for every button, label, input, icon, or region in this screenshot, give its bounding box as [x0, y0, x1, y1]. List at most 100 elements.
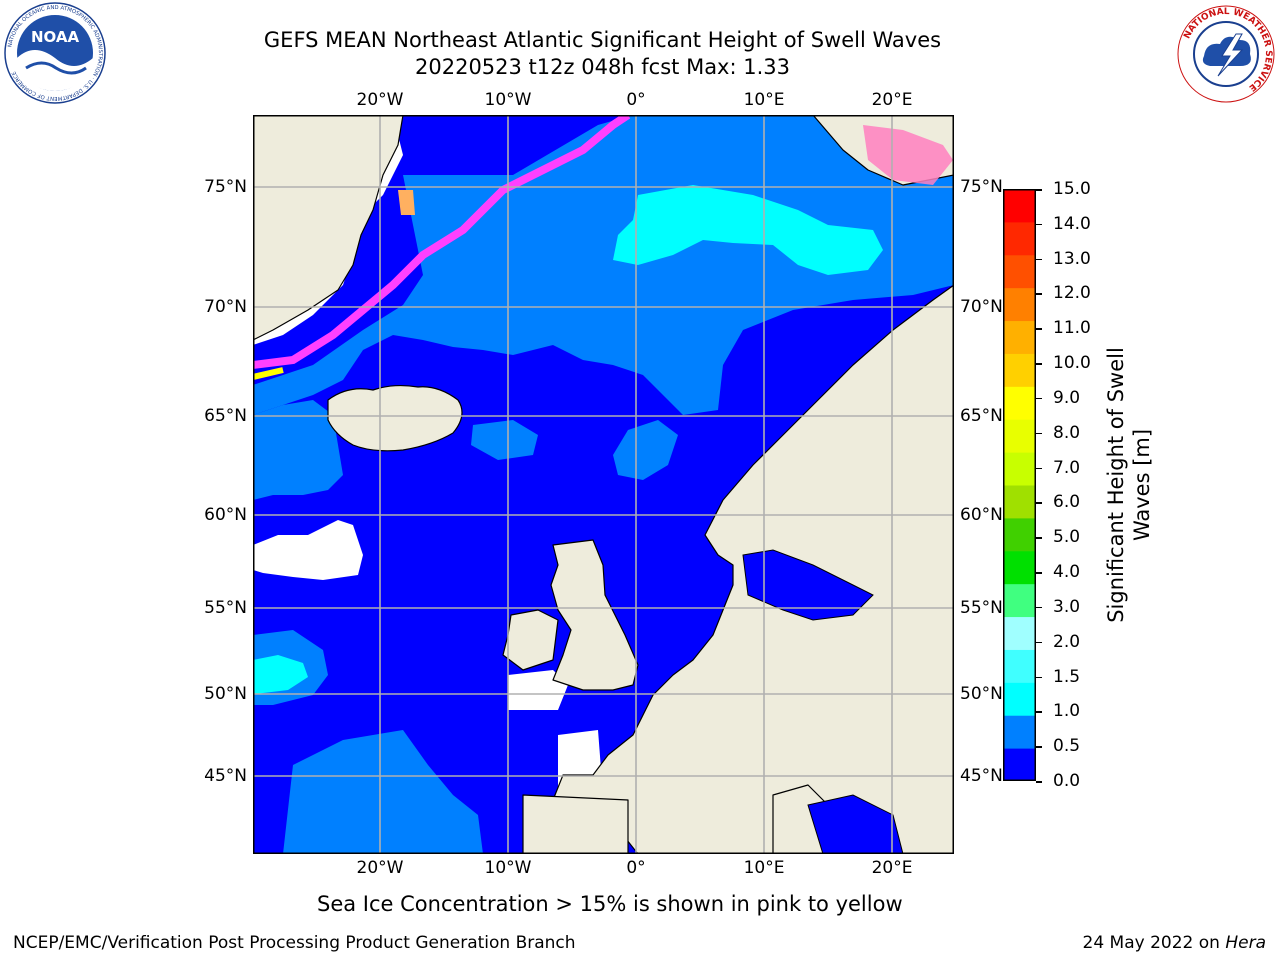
- colorbar-tick-mark: [1036, 363, 1042, 365]
- footer-date-text: 24 May 2022 on: [1082, 933, 1226, 953]
- colorbar-tick: 0.0: [1053, 771, 1081, 791]
- graticule: [253, 115, 954, 854]
- land-iberia: [522, 794, 629, 854]
- colorbar-tick-mark: [1036, 502, 1042, 504]
- ocean-high-west: [253, 655, 308, 695]
- colorbar-band: [1003, 386, 1036, 420]
- ocean-baltic: [742, 549, 874, 621]
- sea-ice-patch: [398, 190, 415, 215]
- lat-tick-right: 55°N: [960, 598, 1003, 618]
- nws-logo: NATIONAL WEATHER SERVICE: [1176, 4, 1276, 104]
- lat-tick-right: 65°N: [960, 406, 1003, 426]
- lon-tick-bottom: 20°W: [356, 858, 404, 878]
- lat-tick-right: 60°N: [960, 505, 1003, 525]
- svg-text:NOAA: NOAA: [31, 28, 80, 46]
- land-iceland: [327, 384, 463, 452]
- colorbar-tick: 10.0: [1053, 353, 1091, 374]
- map-frame: [253, 115, 954, 854]
- colorbar-band: [1003, 583, 1036, 618]
- colorbar-tick: 14.0: [1053, 213, 1091, 234]
- colorbar-tick: 15.0: [1053, 179, 1091, 199]
- colorbar-band: [1003, 452, 1036, 486]
- colorbar-tick: 1.5: [1053, 666, 1081, 687]
- colorbar-tick-mark: [1036, 676, 1042, 679]
- lat-tick-right: 45°N: [960, 766, 1003, 786]
- lat-tick-left: 65°N: [204, 406, 247, 426]
- colorbar-tick-mark: [1036, 189, 1042, 191]
- sea-ice-edge: [253, 115, 631, 369]
- lon-tick-bottom: 20°E: [871, 858, 913, 878]
- lon-tick-top: 20°W: [356, 90, 404, 110]
- sea-ice-svalbard: [863, 125, 953, 185]
- lat-tick-right: 75°N: [960, 177, 1003, 197]
- lat-tick-left: 70°N: [204, 297, 247, 317]
- colorbar-tick: 9.0: [1053, 387, 1081, 408]
- ocean-mid-north: [253, 115, 954, 415]
- colorbar-band: [1003, 320, 1036, 354]
- map-panel: [253, 115, 954, 854]
- colorbar-band: [1003, 419, 1036, 453]
- lat-tick-left: 55°N: [204, 598, 247, 618]
- colorbar-band: [1003, 221, 1036, 256]
- colorbar-label-line2: Waves [m]: [1130, 428, 1154, 542]
- colorbar-tick: 8.0: [1053, 422, 1081, 443]
- lon-tick-top: 10°W: [484, 90, 532, 110]
- chart-subtitle: 20220523 t12z 048h fcst Max: 1.33: [415, 55, 790, 79]
- colorbar-tick: 13.0: [1053, 248, 1091, 269]
- colorbar-tick-mark: [1036, 223, 1042, 226]
- sea-ice-yellow: [253, 367, 284, 380]
- colorbar-tick: 3.0: [1053, 596, 1081, 617]
- land-greenland: [253, 115, 404, 341]
- land-britain: [550, 539, 639, 691]
- colorbar-band: [1003, 517, 1036, 552]
- colorbar-tick-mark: [1036, 537, 1042, 539]
- footer-credit: NCEP/EMC/Verification Post Processing Pr…: [13, 933, 576, 953]
- lat-tick-left: 60°N: [204, 505, 247, 525]
- ocean-adriatic: [807, 794, 904, 854]
- colorbar-band: [1003, 715, 1036, 749]
- lat-tick-left: 45°N: [204, 766, 247, 786]
- colorbar-tick-mark: [1036, 572, 1042, 574]
- footer-host: Hera: [1225, 933, 1266, 953]
- colorbar-label-line1: Significant Height of Swell: [1104, 347, 1128, 623]
- colorbar-tick-mark: [1036, 258, 1042, 261]
- lat-tick-left: 50°N: [204, 684, 247, 704]
- colorbar-label: Significant Height of Swell Waves [m]: [1103, 347, 1155, 623]
- lon-tick-top: 0°: [626, 90, 646, 110]
- colorbar-band: [1003, 485, 1036, 519]
- lon-tick-bottom: 10°E: [743, 858, 785, 878]
- colorbar-tick-mark: [1036, 641, 1042, 644]
- lat-tick-right: 50°N: [960, 684, 1003, 704]
- colorbar-tick-mark: [1036, 293, 1042, 295]
- chart-title: GEFS MEAN Northeast Atlantic Significant…: [263, 28, 942, 52]
- colorbar-tick: 0.5: [1053, 736, 1081, 757]
- colorbar-tick: 4.0: [1053, 562, 1081, 583]
- colorbar-tick: 12.0: [1053, 283, 1091, 304]
- land-ireland: [502, 609, 559, 671]
- colorbar-band: [1003, 616, 1036, 650]
- colorbar-tick-mark: [1036, 328, 1042, 330]
- colorbar-tick: 7.0: [1053, 457, 1081, 478]
- colorbar-tick-mark: [1036, 781, 1042, 783]
- colorbar-band: [1003, 649, 1036, 683]
- undefined-atlantic: [253, 520, 363, 580]
- ocean-high-norwegian: [613, 185, 883, 275]
- colorbar-tick-mark: [1036, 397, 1042, 400]
- colorbar-tick: 11.0: [1053, 318, 1091, 339]
- lat-tick-right: 70°N: [960, 297, 1003, 317]
- lon-tick-top: 20°E: [871, 90, 913, 110]
- ocean-mid-norwegian: [613, 420, 678, 480]
- colorbar-tick: 5.0: [1053, 527, 1081, 548]
- colorbar-tick-mark: [1036, 746, 1042, 748]
- colorbar-band: [1003, 254, 1036, 289]
- colorbar-band: [1003, 550, 1036, 585]
- colorbar-tick: 2.0: [1053, 631, 1081, 652]
- colorbar-tick-mark: [1036, 711, 1042, 713]
- lon-tick-bottom: 0°: [626, 858, 646, 878]
- colorbar-band: [1003, 748, 1036, 781]
- lon-tick-top: 10°E: [743, 90, 785, 110]
- colorbar-band: [1003, 682, 1036, 716]
- colorbar-band: [1003, 189, 1036, 223]
- colorbar-band: [1003, 353, 1036, 387]
- sea-ice-note: Sea Ice Concentration > 15% is shown in …: [317, 892, 903, 916]
